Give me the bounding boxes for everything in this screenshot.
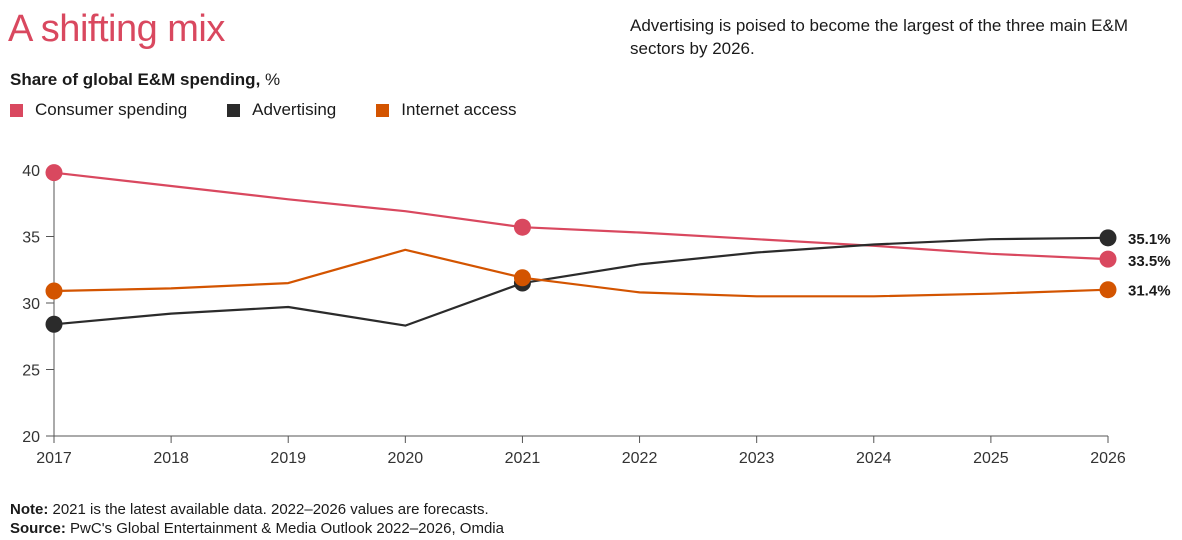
data-point-marker [1099, 281, 1117, 299]
legend-item-internet-access: Internet access [376, 100, 517, 120]
chart-markers [45, 164, 1117, 333]
legend-swatch-consumer-spending [10, 103, 23, 117]
legend-label-internet-access: Internet access [401, 100, 517, 119]
chart-description: Advertising is poised to become the larg… [630, 16, 1128, 58]
note-label: Note: [10, 501, 49, 518]
subtitle-unit: % [260, 70, 281, 89]
series-line-advertising [53, 236, 1109, 327]
legend-item-advertising: Advertising [227, 100, 336, 120]
chart-footnote: Note: 2021 is the latest available data.… [10, 500, 504, 538]
chart-legend: Consumer spending Advertising Internet a… [10, 100, 557, 120]
x-tick-label: 2022 [622, 450, 658, 467]
data-point-marker [45, 164, 63, 182]
y-tick-label: 35 [22, 230, 40, 247]
legend-label-advertising: Advertising [252, 100, 337, 119]
note-text: 2021 is the latest available data. 2022–… [48, 501, 489, 518]
series-line-internet-access [53, 248, 1109, 298]
data-point-marker [45, 282, 63, 300]
data-point-marker [1099, 229, 1117, 247]
x-tick-label: 2017 [36, 450, 72, 467]
chart-lines [53, 171, 1109, 327]
x-tick-label: 2019 [270, 450, 306, 467]
source-label: Source: [10, 520, 66, 537]
legend-item-consumer-spending: Consumer spending [10, 100, 187, 120]
data-point-marker [513, 269, 531, 287]
source-text: PwC's Global Entertainment & Media Outlo… [65, 520, 504, 537]
x-tick-label: 2024 [856, 450, 892, 467]
chart-title: A shifting mix [8, 8, 225, 50]
end-value-label: 33.5% [1128, 253, 1171, 270]
subtitle-label: Share of global E&M spending, [10, 70, 261, 89]
legend-swatch-internet-access [376, 103, 390, 117]
chart-subtitle: Share of global E&M spending, % [10, 70, 280, 90]
legend-swatch-advertising [227, 103, 241, 117]
note-line: Note: 2021 is the latest available data.… [10, 500, 504, 519]
y-tick-label: 20 [22, 429, 40, 446]
x-tick-label: 2018 [153, 450, 189, 467]
end-value-label: 35.1% [1128, 231, 1171, 248]
y-tick-label: 25 [22, 363, 40, 380]
source-line: Source: PwC's Global Entertainment & Med… [10, 519, 504, 538]
x-tick-label: 2023 [739, 450, 775, 467]
data-point-marker [513, 218, 531, 236]
x-tick-label: 2025 [973, 450, 1009, 467]
x-tick-label: 2026 [1090, 450, 1126, 467]
series-line-consumer-spending [53, 171, 1109, 261]
y-tick-label: 30 [22, 296, 40, 313]
x-tick-label: 2020 [388, 450, 424, 467]
end-value-label: 31.4% [1128, 283, 1171, 300]
x-tick-label: 2021 [505, 450, 541, 467]
data-point-marker [45, 315, 63, 333]
y-tick-label: 40 [22, 163, 40, 180]
data-point-marker [1099, 250, 1117, 268]
chart-end-labels: 35.1% 33.5% 31.4% [1128, 231, 1171, 300]
legend-label-consumer-spending: Consumer spending [35, 100, 188, 119]
